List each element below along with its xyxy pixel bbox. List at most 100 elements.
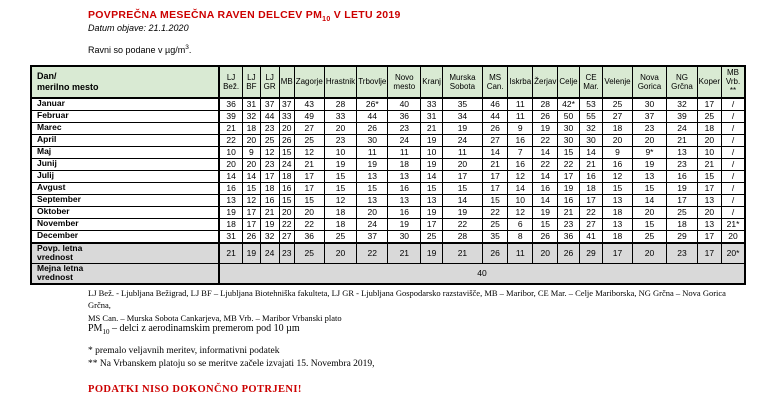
footnote-star: * premalo veljavnih meritev, informativn… xyxy=(88,346,280,356)
value-cell: 44 xyxy=(481,109,509,123)
value-cell: 25 xyxy=(666,205,698,219)
value-cell: 19 xyxy=(323,157,358,171)
station-header: Hrastnik xyxy=(323,65,358,99)
average-value-cell: 21 xyxy=(441,241,483,264)
value-cell: 33 xyxy=(278,109,295,123)
units-note: Ravni so podane v µg/m3. xyxy=(88,44,191,55)
average-value-cell: 25 xyxy=(293,241,325,264)
limit-value-cell: 40 xyxy=(218,262,746,285)
value-cell: 24 xyxy=(666,121,698,135)
value-cell: 15 xyxy=(696,169,723,183)
value-cell: 30 xyxy=(557,121,580,135)
value-cell: 20 xyxy=(631,133,668,147)
average-row: Povp. letna vrednost 21 19 24 23 25 20 22 21 19 21… xyxy=(30,241,746,264)
value-cell: 18 xyxy=(259,181,280,195)
value-cell: 16 xyxy=(259,193,280,207)
value-cell: 36 xyxy=(387,109,422,123)
row-label: December xyxy=(30,229,220,244)
value-cell: 21 xyxy=(557,205,580,219)
value-cell: 20 xyxy=(293,205,325,219)
value-cell: 22 xyxy=(293,217,325,231)
value-cell: 13 xyxy=(631,169,668,183)
month-row: Oktober 19 17 21 20 20 18 20 16 19 19 22 12 19 21 22 18 2… xyxy=(30,205,746,219)
value-cell: 17 xyxy=(293,169,325,183)
value-cell: 18 xyxy=(387,157,422,171)
station-header: LJ BF xyxy=(242,65,261,99)
value-cell: 18 xyxy=(602,229,633,244)
value-cell: 22 xyxy=(532,157,559,171)
value-cell: 14 xyxy=(242,169,261,183)
station-header: MB xyxy=(278,65,295,99)
value-cell: 18 xyxy=(323,205,358,219)
average-row-label: Povp. letna vrednost xyxy=(30,241,220,264)
station-legend-line1: LJ Bež. - Ljubljana Bežigrad, LJ BF – Lj… xyxy=(88,288,726,311)
value-cell: 13 xyxy=(387,169,422,183)
value-cell: 31 xyxy=(420,109,443,123)
value-cell: 49 xyxy=(293,109,325,123)
value-cell: 21 xyxy=(696,157,723,171)
value-cell: 15 xyxy=(278,145,295,159)
table-body: Januar 36 31 37 37 43 28 26* 40 33 35 46 11 28 42* 53 25… xyxy=(30,97,746,285)
corner-header: Dan/ merilno mesto xyxy=(30,65,220,99)
value-cell: 26 xyxy=(242,229,261,244)
value-cell: 24 xyxy=(278,157,295,171)
station-header: Iskrba xyxy=(507,65,534,99)
value-cell: 43 xyxy=(293,97,325,111)
month-row: April 22 20 25 26 25 23 30 24 19 24 27 16 22 30 30 20 20 2… xyxy=(30,133,746,147)
value-cell: 17 xyxy=(696,229,723,244)
value-cell: / xyxy=(721,97,746,111)
average-value-cell: 21 xyxy=(218,241,244,264)
station-header: Trbovlje xyxy=(356,65,389,99)
value-cell: 15 xyxy=(631,217,668,231)
value-cell: 19 xyxy=(441,121,483,135)
value-cell: 30 xyxy=(631,97,668,111)
value-cell: / xyxy=(721,133,746,147)
value-cell: 28 xyxy=(532,97,559,111)
value-cell: 27 xyxy=(481,133,509,147)
value-cell: 23 xyxy=(631,121,668,135)
value-cell: 15 xyxy=(278,193,295,207)
average-value-cell: 22 xyxy=(356,241,389,264)
average-value-cell: 26 xyxy=(481,241,509,264)
average-value-cell: 23 xyxy=(666,241,698,264)
value-cell: 17 xyxy=(242,205,261,219)
value-cell: 11 xyxy=(356,145,389,159)
value-cell: 23 xyxy=(387,121,422,135)
value-cell: 16 xyxy=(507,133,534,147)
pm10-definition-post: – delci z aerodinamskim premerom pod 10 … xyxy=(109,323,300,334)
value-cell: 17 xyxy=(293,181,325,195)
publish-date: Datum objave: 21.1.2020 xyxy=(88,23,189,33)
value-cell: 17 xyxy=(441,169,483,183)
average-value-cell: 20 xyxy=(532,241,559,264)
value-cell: 18 xyxy=(696,121,723,135)
value-cell: 21 xyxy=(259,205,280,219)
row-label: Julij xyxy=(30,169,220,183)
value-cell: 15 xyxy=(293,193,325,207)
value-cell: 12 xyxy=(507,205,534,219)
value-cell: 15 xyxy=(356,181,389,195)
value-cell: 14 xyxy=(532,145,559,159)
value-cell: 30 xyxy=(387,229,422,244)
month-row: Junij 20 20 23 24 21 19 19 18 19 20 21 16 22 22 21 16 19 2… xyxy=(30,157,746,171)
value-cell: 9 xyxy=(602,145,633,159)
value-cell: 19 xyxy=(557,181,580,195)
header-row: Dan/ merilno mesto LJ Bež. LJ BF LJ GR MB Zag… xyxy=(30,65,746,99)
value-cell: 24 xyxy=(356,217,389,231)
value-cell: 33 xyxy=(420,97,443,111)
value-cell: 14 xyxy=(507,181,534,195)
value-cell: 14 xyxy=(532,169,559,183)
units-note-post: . xyxy=(188,45,192,55)
month-row: November 18 17 19 22 22 18 24 19 17 22 25 6 15 23 27 13 1… xyxy=(30,217,746,231)
limit-row: Mejna letna vrednost 40 xyxy=(30,262,746,285)
value-cell: 21 xyxy=(666,133,698,147)
value-cell: 20 xyxy=(242,157,261,171)
page-title: POVPREČNA MESEČNA RAVEN DELCEV PM10 V LE… xyxy=(88,9,401,23)
value-cell: 53 xyxy=(578,97,604,111)
value-cell: 23 xyxy=(259,121,280,135)
value-cell: 32 xyxy=(666,97,698,111)
row-label: Junij xyxy=(30,157,220,171)
average-value-cell: 19 xyxy=(420,241,443,264)
value-cell: 19 xyxy=(259,217,280,231)
value-cell: 20 xyxy=(278,121,295,135)
value-cell: 37 xyxy=(278,97,295,111)
